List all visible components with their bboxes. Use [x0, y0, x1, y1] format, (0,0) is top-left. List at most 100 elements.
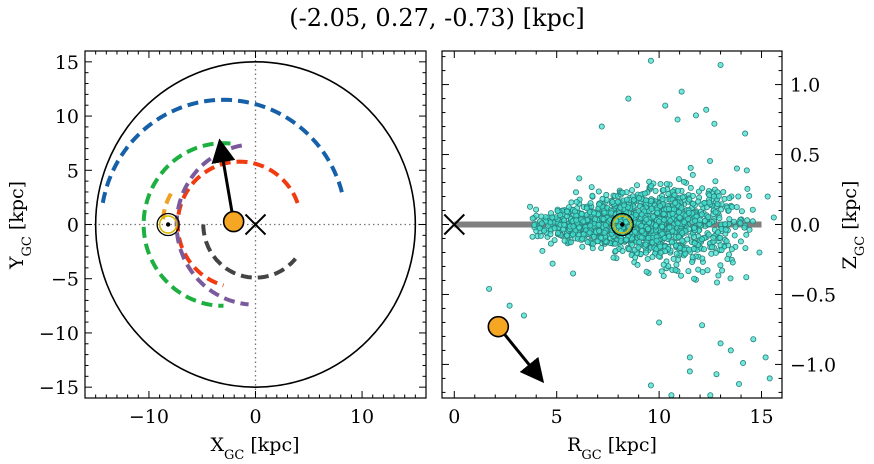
right-ylabel-sub: GC	[853, 236, 868, 256]
right-scatter-point	[674, 220, 681, 227]
right-scatter-point	[699, 255, 706, 262]
right-scatter-point	[648, 205, 655, 212]
right-scatter-point	[669, 210, 676, 217]
right-sun-yellow-ring	[612, 215, 632, 234]
right-scatter-point	[717, 340, 724, 347]
right-scatter-point	[737, 220, 744, 227]
right-scatter-point	[551, 237, 558, 244]
right-scatter-point	[713, 371, 720, 378]
right-scatter-point	[588, 184, 595, 191]
right-scatter-point	[743, 167, 750, 174]
right-scatter-point	[720, 188, 727, 195]
right-scatter-point	[762, 354, 769, 361]
right-scatter-point	[699, 185, 706, 192]
right-scatter-point	[701, 246, 708, 253]
left-object-marker	[222, 210, 245, 233]
right-scatter-point	[648, 197, 655, 204]
right-scatter-point	[733, 204, 740, 211]
right-scatter-point	[643, 268, 650, 275]
right-scatter-point	[657, 180, 664, 187]
left-ylabel-main: Y	[6, 256, 28, 270]
right-scatter-point	[711, 120, 718, 127]
right-x-axis-label: RGC [kpc]	[567, 434, 657, 463]
right-scatter-point	[580, 231, 587, 238]
right-scatter-point	[668, 239, 675, 246]
right-scatter-point	[658, 268, 665, 275]
right-scatter-point	[698, 211, 705, 218]
right-scatter-point	[726, 216, 733, 223]
right-scatter-point	[690, 200, 697, 207]
right-y-axis-label: ZGC [kpc]	[839, 181, 868, 270]
right-scatter-point	[663, 180, 670, 187]
right-scatter-point	[647, 57, 654, 64]
right-scatter-point	[676, 214, 683, 221]
right-scatter-point	[547, 231, 554, 238]
right-panel: 0 5 10 15−1.0−0.50.00.51.0 RGC [kpc] ZGC [k…	[441, 50, 868, 463]
right-scatter-point	[679, 237, 686, 244]
right-scatter-point	[592, 216, 599, 223]
right-scatter-point	[704, 267, 711, 274]
right-scatter-point	[692, 112, 699, 119]
right-scatter-point	[659, 196, 666, 203]
right-scatter-point	[666, 224, 673, 231]
right-scatter-point	[647, 382, 654, 389]
right-scatter-point	[614, 198, 621, 205]
right-scatter-point	[697, 217, 704, 224]
right-scatter-point	[638, 222, 645, 229]
right-scatter-point	[596, 227, 603, 234]
left-x-axis-label: XGC [kpc]	[210, 434, 299, 463]
right-scatter-point	[691, 240, 698, 247]
left-sun-outer-ring	[156, 212, 180, 237]
right-scatter-point	[722, 226, 729, 233]
left-y-axis-label: YGC [kpc]	[6, 181, 35, 270]
right-scatter-point	[714, 229, 721, 236]
right-scatter-point	[750, 336, 757, 343]
right-scatter-point	[584, 239, 591, 246]
right-scatter-point	[644, 255, 651, 262]
right-scatter-point	[726, 195, 733, 202]
right-scatter-point	[564, 232, 571, 239]
right-scatter-point	[598, 245, 605, 252]
right-scatter-point	[707, 392, 714, 398]
right-scatter-point	[677, 244, 684, 251]
right-scatter-point	[766, 375, 773, 382]
right-scatter-point	[536, 225, 543, 232]
right-scatter-point	[679, 229, 686, 236]
right-scatter-point	[610, 254, 617, 261]
right-scatter-point	[549, 214, 556, 221]
right-scatter-point	[660, 261, 667, 268]
right-scatter-point	[547, 240, 554, 247]
right-ytick-label: 1.0	[790, 75, 820, 97]
left-xtick-label: −10	[129, 406, 169, 428]
right-scatter-point	[641, 190, 648, 197]
right-scatter-point	[595, 221, 602, 228]
right-scatter-point	[601, 229, 608, 236]
right-scatter-point	[554, 208, 561, 215]
right-scatter-point	[628, 214, 635, 221]
right-scatter-point	[561, 221, 568, 228]
left-ytick-label: 5	[67, 160, 79, 182]
right-xtick-label: 5	[551, 406, 563, 428]
right-scatter-point	[612, 240, 619, 247]
right-scatter-point	[576, 175, 583, 182]
right-scatter-point	[652, 187, 659, 194]
right-scatter-point	[678, 204, 685, 211]
right-scatter-point	[661, 216, 668, 223]
right-scatter-point	[701, 199, 708, 206]
right-scatter-point	[659, 230, 666, 237]
right-scatter-point	[657, 249, 664, 256]
right-xtick-label: 0	[448, 406, 460, 428]
right-scatter-point	[674, 116, 681, 123]
right-scatter-point	[679, 194, 686, 201]
right-scatter-point	[538, 220, 545, 227]
right-ticks: 0 5 10 15 −1.0 −0.5 0.0 0.5 1.0	[442, 51, 836, 428]
left-xlabel-unit: [kpc]	[244, 434, 299, 456]
right-scatter-point	[742, 245, 749, 252]
right-scatter-point	[691, 233, 698, 240]
right-scatter-point	[623, 196, 630, 203]
right-scatter-point	[727, 275, 734, 282]
right-sun-outer-ring	[610, 212, 634, 237]
right-scatter-point	[740, 360, 747, 367]
right-ytick-label: 0.5	[790, 145, 820, 167]
